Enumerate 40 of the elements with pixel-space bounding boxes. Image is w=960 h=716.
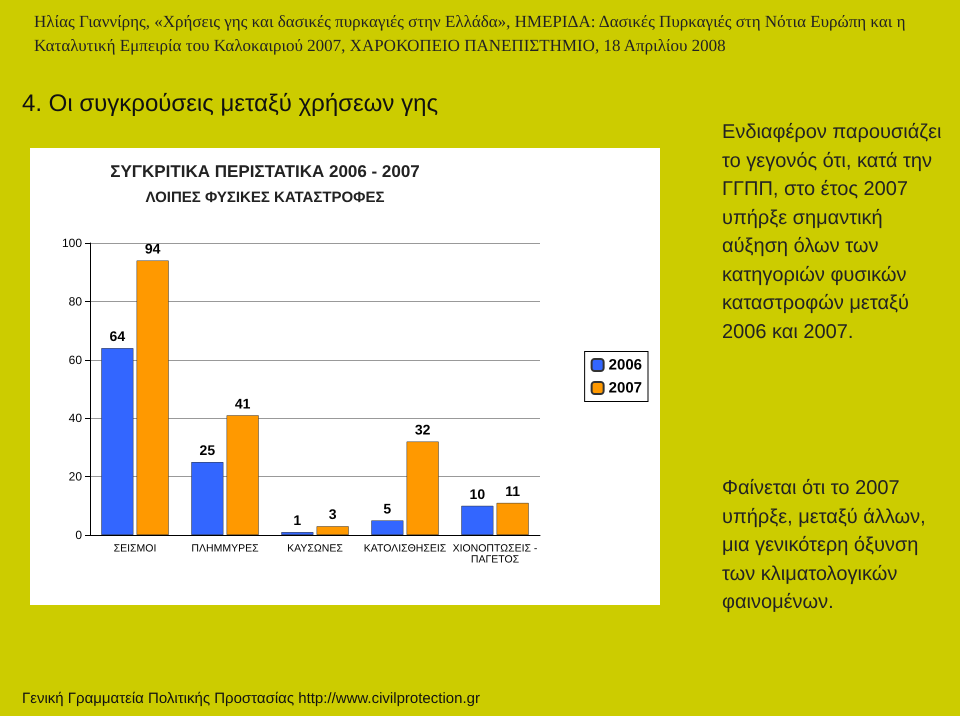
chart-title: ΣΥΓΚΡΙΤΙΚΑ ΠΕΡΙΣΤΑΤΙΚΑ 2006 - 2007 — [110, 162, 420, 181]
data-label: 5 — [383, 500, 392, 516]
bar — [101, 348, 134, 535]
legend-label: 2006 — [608, 356, 642, 374]
data-label: 41 — [234, 395, 251, 412]
legend-label: 2007 — [608, 380, 642, 396]
bar — [371, 520, 404, 535]
x-tick-label: ΚΑΥΣΩΝΕΣ — [287, 542, 344, 554]
data-label: 94 — [144, 240, 161, 257]
bar — [496, 502, 529, 535]
y-tick-label: 100 — [62, 236, 82, 250]
x-tick-label: ΚΑΤΟΛΙΣΘΗΣΕΙΣ — [364, 542, 447, 554]
x-tick-label: ΣΕΙΣΜΟΙ — [114, 542, 156, 554]
data-label: 10 — [470, 486, 486, 502]
data-label: 11 — [505, 482, 520, 499]
data-label: 25 — [200, 442, 216, 458]
bar — [226, 415, 259, 535]
x-tick-label: ΠΛΗΜΜΥΡΕΣ — [191, 542, 260, 554]
y-tick-label: 0 — [75, 528, 82, 542]
chart-subtitle: ΛΟΙΠΕΣ ΦΥΣΙΚΕΣ ΚΑΤΑΣΤΡΟΦΕΣ — [146, 189, 384, 206]
bar — [316, 526, 349, 535]
x-tick-label: ΧΙΟΝΟΠΤΩΣΕΙΣ - ΠΑΓΕΤΟΣ — [452, 542, 538, 566]
y-tick-label: 20 — [68, 470, 82, 484]
text: Ενδιαφέρον παρουσιάζει το γεγονός ότι, κατά την ΓΓΠΠ, στο έτος 2007 υπήρξε σημαντική αύξηση όλων των κατηγοριών φυσικών καταστροφών μεταξύ 2006 και 2007. — [722, 120, 942, 344]
y-tick-label: 60 — [68, 352, 82, 367]
text: 4. Οι συγκρούσεις μεταξύ χρήσεων γης — [22, 90, 438, 118]
bar — [136, 260, 169, 535]
data-label: 64 — [110, 328, 126, 344]
text: Φαίνεται ότι το 2007 υπήρξε, μεταξύ άλλων, μια γενικότερη όξυνση των κλιματολογικών φαινομένων. — [722, 476, 927, 615]
text: Γενική Γραμματεία Πολιτικής Προστασίας http://www.civilprotection.gr — [22, 690, 480, 707]
data-label: 1 — [293, 512, 302, 528]
text: Ηλίας Γιαννίρης, «Χρήσεις γης και δασικές πυρκαγιές στην Ελλάδα», ΗΜΕΡΙΔΑ: Δασικές Πυρκαγιές στη Νότια Ευρώπη και η Καταλυτική Εμπειρία του Καλοκαιριού 2007, ΧΑΡΟΚΟΠΕΙΟ ΠΑΝΕΠΙΣΤΗΜΙΟ, 18 Απριλίου 2008 — [34, 11, 906, 57]
bar — [406, 442, 439, 535]
bar — [461, 506, 494, 535]
data-label: 3 — [328, 506, 337, 522]
y-tick-label: 80 — [68, 294, 82, 308]
y-tick-label: 40 — [68, 411, 82, 426]
bar — [191, 462, 224, 535]
data-label: 32 — [414, 422, 431, 438]
bar — [281, 532, 314, 535]
